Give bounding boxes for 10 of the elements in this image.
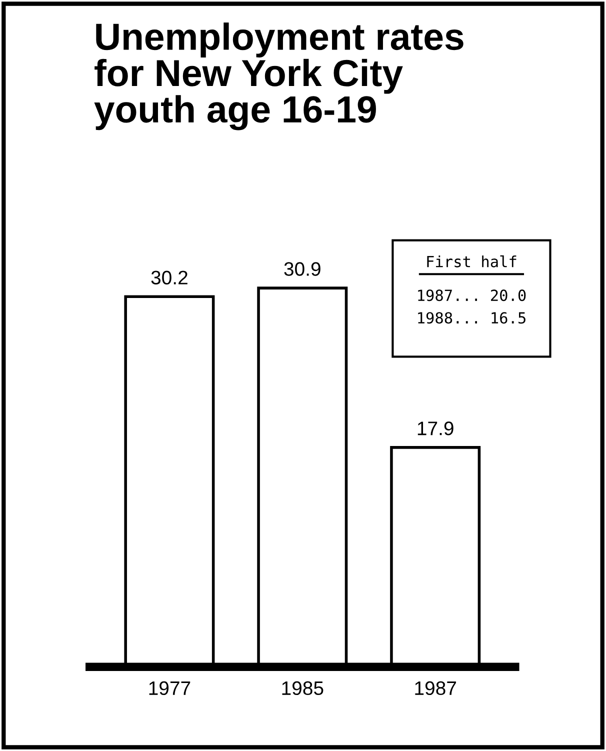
annotation: 1988... 16.5	[418, 312, 526, 324]
x-tick-label: 1977	[149, 681, 190, 696]
data-label: 30.2	[151, 270, 188, 284]
annotation: 1987... 20.0	[418, 290, 526, 302]
x-tick-label: 1987	[415, 681, 456, 696]
data-label: 30.9	[284, 262, 320, 276]
chart-title: Unemployment rates for New York City youth age 16-19	[94, 22, 464, 130]
data-label: 17.9	[418, 421, 454, 436]
text: First half	[427, 255, 516, 268]
x-tick-label: 1985	[282, 681, 324, 696]
